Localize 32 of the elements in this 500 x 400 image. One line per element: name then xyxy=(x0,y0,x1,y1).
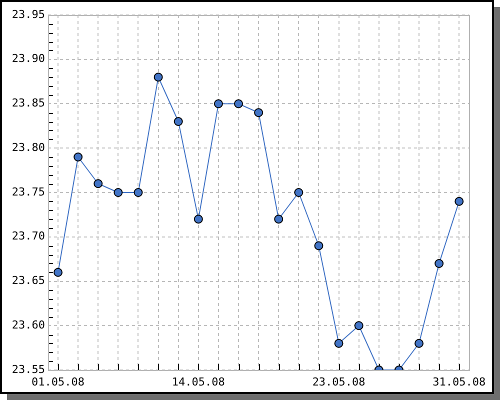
y-tick-label: 23.95 xyxy=(12,8,45,21)
x-tick-label: 23.05.08 xyxy=(312,375,366,388)
y-tick-label: 23.65 xyxy=(12,274,45,288)
x-tick-label: 31.05.08 xyxy=(432,375,486,388)
point xyxy=(94,179,103,188)
point xyxy=(454,196,464,206)
point xyxy=(254,108,264,118)
y-tick-label: 23.70 xyxy=(12,230,45,243)
point xyxy=(294,188,304,197)
point xyxy=(434,259,444,268)
point xyxy=(274,214,284,224)
x-tick-label: 14.05.08 xyxy=(172,375,225,388)
point xyxy=(174,117,183,126)
point xyxy=(134,188,143,197)
point xyxy=(114,188,123,197)
point xyxy=(334,338,344,348)
point xyxy=(414,338,424,348)
point xyxy=(194,214,203,224)
y-tick-label: 23.75 xyxy=(12,185,45,198)
y-tick-label: 23.85 xyxy=(12,96,45,110)
point xyxy=(154,72,163,82)
y-tick-label: 23.60 xyxy=(12,318,45,332)
point xyxy=(74,152,83,162)
point xyxy=(314,241,324,250)
x-tick-label: 01.05.08 xyxy=(32,375,85,388)
y-tick-label: 23.80 xyxy=(12,140,45,154)
y-tick-label: 23.90 xyxy=(12,52,45,66)
point xyxy=(54,268,63,277)
point xyxy=(354,321,364,330)
point xyxy=(234,99,244,108)
y-tick-label: 23.55 xyxy=(12,362,45,376)
point xyxy=(214,99,223,108)
